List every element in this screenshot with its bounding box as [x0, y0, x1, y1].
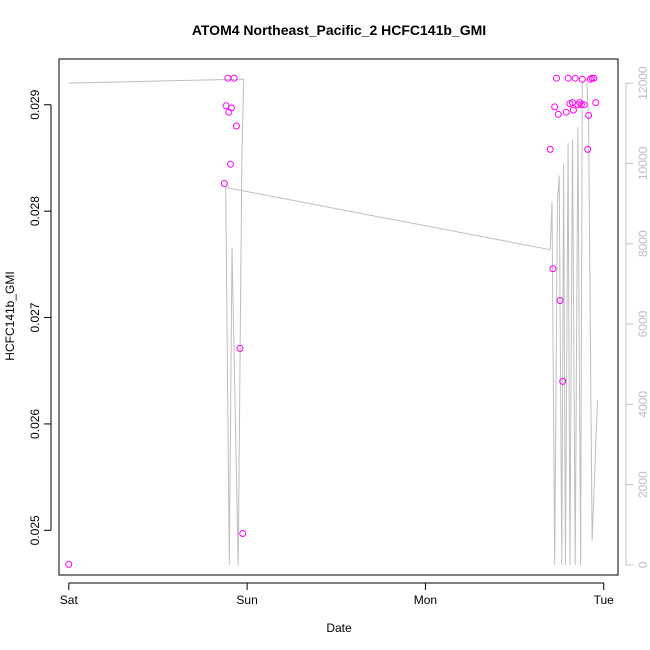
plot-frame	[58, 58, 619, 576]
altitude-line	[68, 78, 598, 566]
data-point	[230, 74, 238, 82]
data-point	[232, 122, 240, 130]
y-tick-label: 0.027	[28, 302, 42, 332]
y2-tick-label: 10000	[636, 146, 650, 180]
data-point	[239, 530, 247, 537]
y2-tick-label: 6000	[636, 310, 650, 337]
y2-tick-label: 12000	[636, 66, 650, 100]
y2-tick-label: 2000	[636, 471, 650, 498]
data-point	[551, 103, 559, 111]
data-point	[580, 101, 588, 109]
data-point	[556, 297, 564, 304]
y-tick-label: 0.029	[28, 89, 42, 119]
x-tick-label: Tue	[594, 593, 615, 607]
chart-title: ATOM4 Northeast_Pacific_2 HCFC141b_GMI	[192, 22, 486, 38]
data-point	[227, 160, 234, 168]
data-point	[585, 111, 593, 119]
data-point	[236, 344, 244, 352]
data-point	[590, 74, 598, 82]
data-point	[571, 74, 579, 82]
x-tick-label: Mon	[414, 593, 437, 607]
x-axis: Sat Sun Mon Tue	[60, 582, 615, 607]
data-point	[559, 377, 567, 385]
data-point	[553, 74, 560, 82]
data-point	[569, 106, 577, 114]
data-point	[578, 75, 586, 83]
data-point	[592, 99, 600, 107]
data-point	[224, 74, 232, 82]
data-point	[564, 74, 572, 82]
data-point	[227, 104, 235, 112]
y2-tick-label: 8000	[636, 230, 650, 257]
y2-tick-label: 0	[636, 561, 650, 568]
x-tick-label: Sun	[236, 593, 257, 607]
y-tick-label: 0.025	[28, 515, 42, 545]
y-tick-label: 0.028	[28, 196, 42, 226]
x-axis-label: Date	[326, 621, 352, 635]
data-point	[576, 99, 584, 107]
data-point	[546, 145, 554, 153]
data-point	[577, 101, 585, 109]
y-tick-label: 0.026	[28, 409, 42, 439]
data-point-layer	[65, 74, 600, 568]
y-axis-label: HCFC141b_GMI	[3, 271, 17, 360]
x-tick-label: Sat	[60, 593, 79, 607]
data-point	[220, 180, 228, 187]
data-point	[554, 110, 562, 118]
data-point	[562, 108, 570, 116]
data-point	[65, 560, 73, 568]
data-point	[549, 265, 557, 273]
data-point	[586, 75, 594, 83]
data-point	[584, 145, 592, 153]
y-axis-right: 0 2000 4000 6000 8000 10000 12000	[625, 66, 650, 568]
y-axis-left: 0.025 0.026 0.027 0.028 0.029	[28, 89, 52, 545]
altitude-line-layer	[68, 78, 598, 566]
y2-tick-label: 4000	[636, 391, 650, 418]
